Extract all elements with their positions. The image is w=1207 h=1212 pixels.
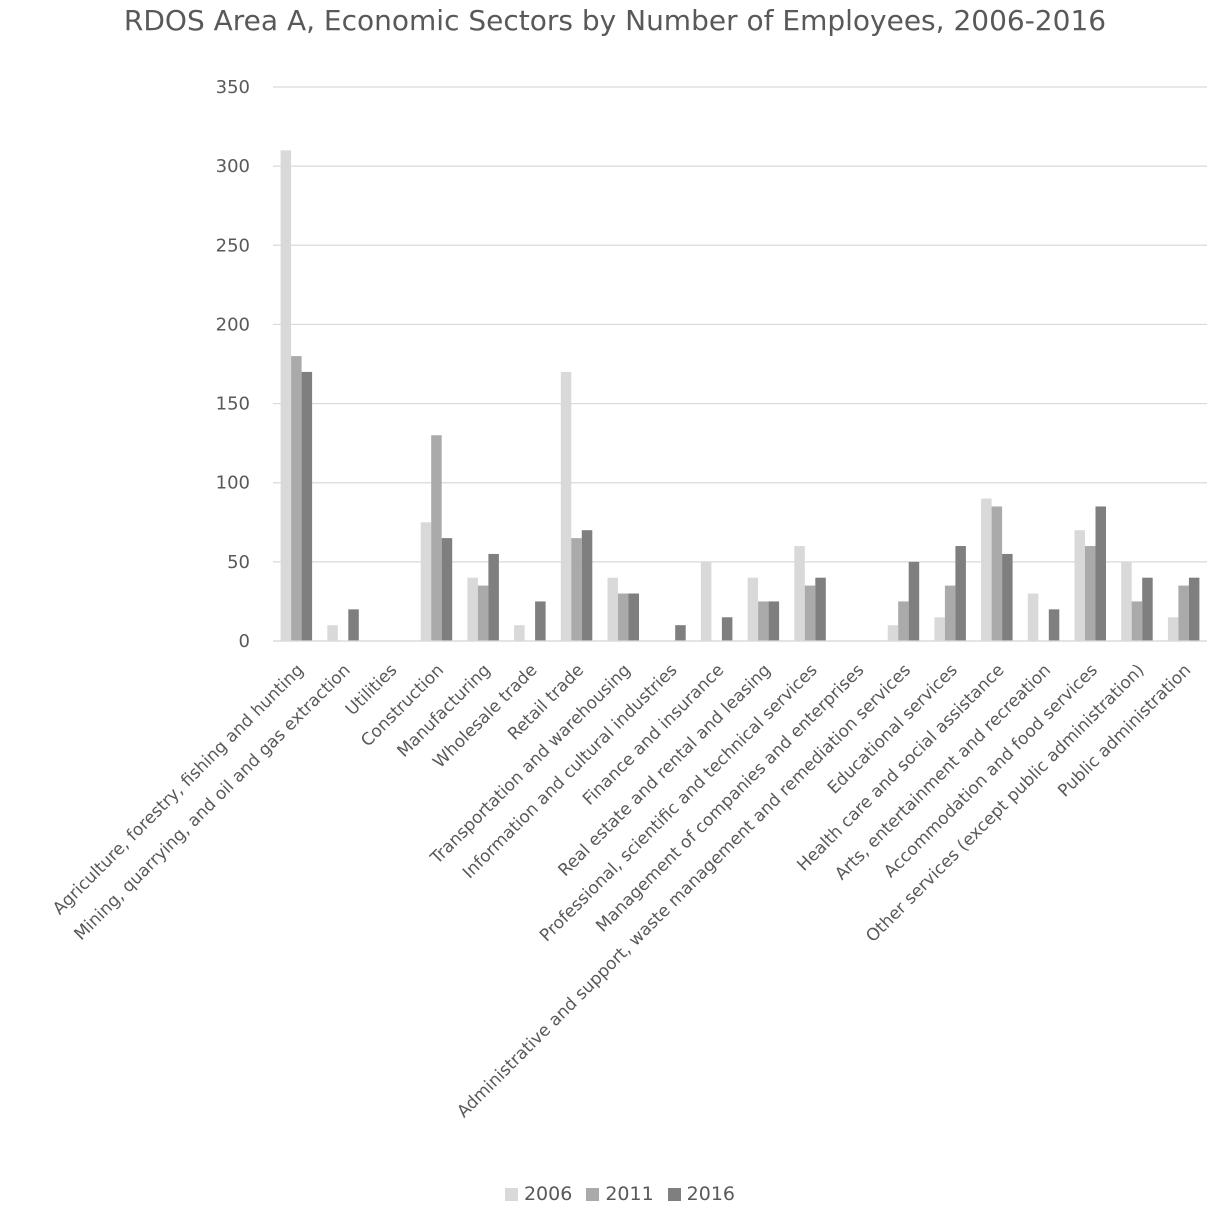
y-tick-label: 200 [216,314,250,335]
bar-2011 [618,593,629,641]
bar-2016 [1095,506,1106,641]
bar-2006 [934,617,945,641]
y-tick-label: 300 [216,156,250,177]
bar-2011 [431,435,442,641]
bar-2016 [675,625,686,641]
bar-2016 [1002,553,1013,641]
bar-2011 [1131,601,1143,641]
bar-2016 [815,577,826,641]
bar-2006 [560,371,572,641]
bar-2016 [721,617,733,641]
bar-2011 [477,585,489,641]
y-tick-label: 350 [216,77,250,98]
legend-label: 2016 [686,1183,736,1205]
legend-swatch [504,1187,518,1201]
bar-2006 [607,577,618,641]
bar-2006 [981,498,992,641]
bar-2011 [1178,585,1189,641]
bar-2016 [1142,577,1153,641]
bar-2016 [581,530,593,641]
bar-2016 [441,538,453,641]
legend-swatch [667,1187,681,1201]
bar-2006 [747,577,759,641]
bar-2016 [1048,609,1060,641]
bar-2011 [804,585,816,641]
legend-item: 2011 [586,1183,654,1205]
legend-label: 2011 [605,1183,654,1205]
bar-2016 [535,601,546,641]
bar-2016 [768,601,780,641]
bar-2011 [991,506,1003,641]
bar-2006 [700,561,712,641]
chart-title: RDOS Area A, Economic Sectors by Number … [123,4,1107,37]
bar-2011 [1085,546,1096,641]
bar-2016 [1188,577,1200,641]
y-tick-label: 250 [216,235,250,256]
y-tick-label: 0 [239,631,250,652]
bar-2011 [944,585,956,641]
x-tick-label: Agriculture, forestry, fishing and hunti… [49,660,308,919]
bar-2006 [327,625,338,641]
y-tick-label: 50 [227,552,250,573]
bar-2016 [348,609,359,641]
y-tick-label: 150 [216,394,250,415]
bar-2006 [1167,617,1179,641]
chart-legend: 2006 2011 2016 [0,1183,1207,1205]
bar-2011 [898,601,909,641]
bar-2011 [571,538,582,641]
bar-2011 [758,601,769,641]
bar-2006 [887,625,899,641]
bar-2016 [488,553,499,641]
bar-2016 [908,561,920,641]
y-tick-label: 100 [216,473,250,494]
bar-2016 [955,546,966,641]
bar-2016 [628,593,639,641]
legend-label: 2006 [523,1183,573,1205]
bar-2011 [291,356,302,641]
bar-2006 [1074,530,1085,641]
legend-swatch [586,1187,600,1201]
bar-2006 [514,625,525,641]
legend-item: 2006 [504,1183,573,1205]
bar-2006 [467,577,478,641]
x-tick-label: Mining, quarrying, and oil and gas extra… [70,660,354,944]
bar-2016 [301,371,313,641]
bar-2006 [280,150,292,642]
bar-2006 [794,546,805,641]
bar-2006 [420,522,432,641]
bar-2006 [1027,593,1039,641]
bar-2006 [1121,561,1132,641]
legend-item: 2016 [667,1183,736,1205]
